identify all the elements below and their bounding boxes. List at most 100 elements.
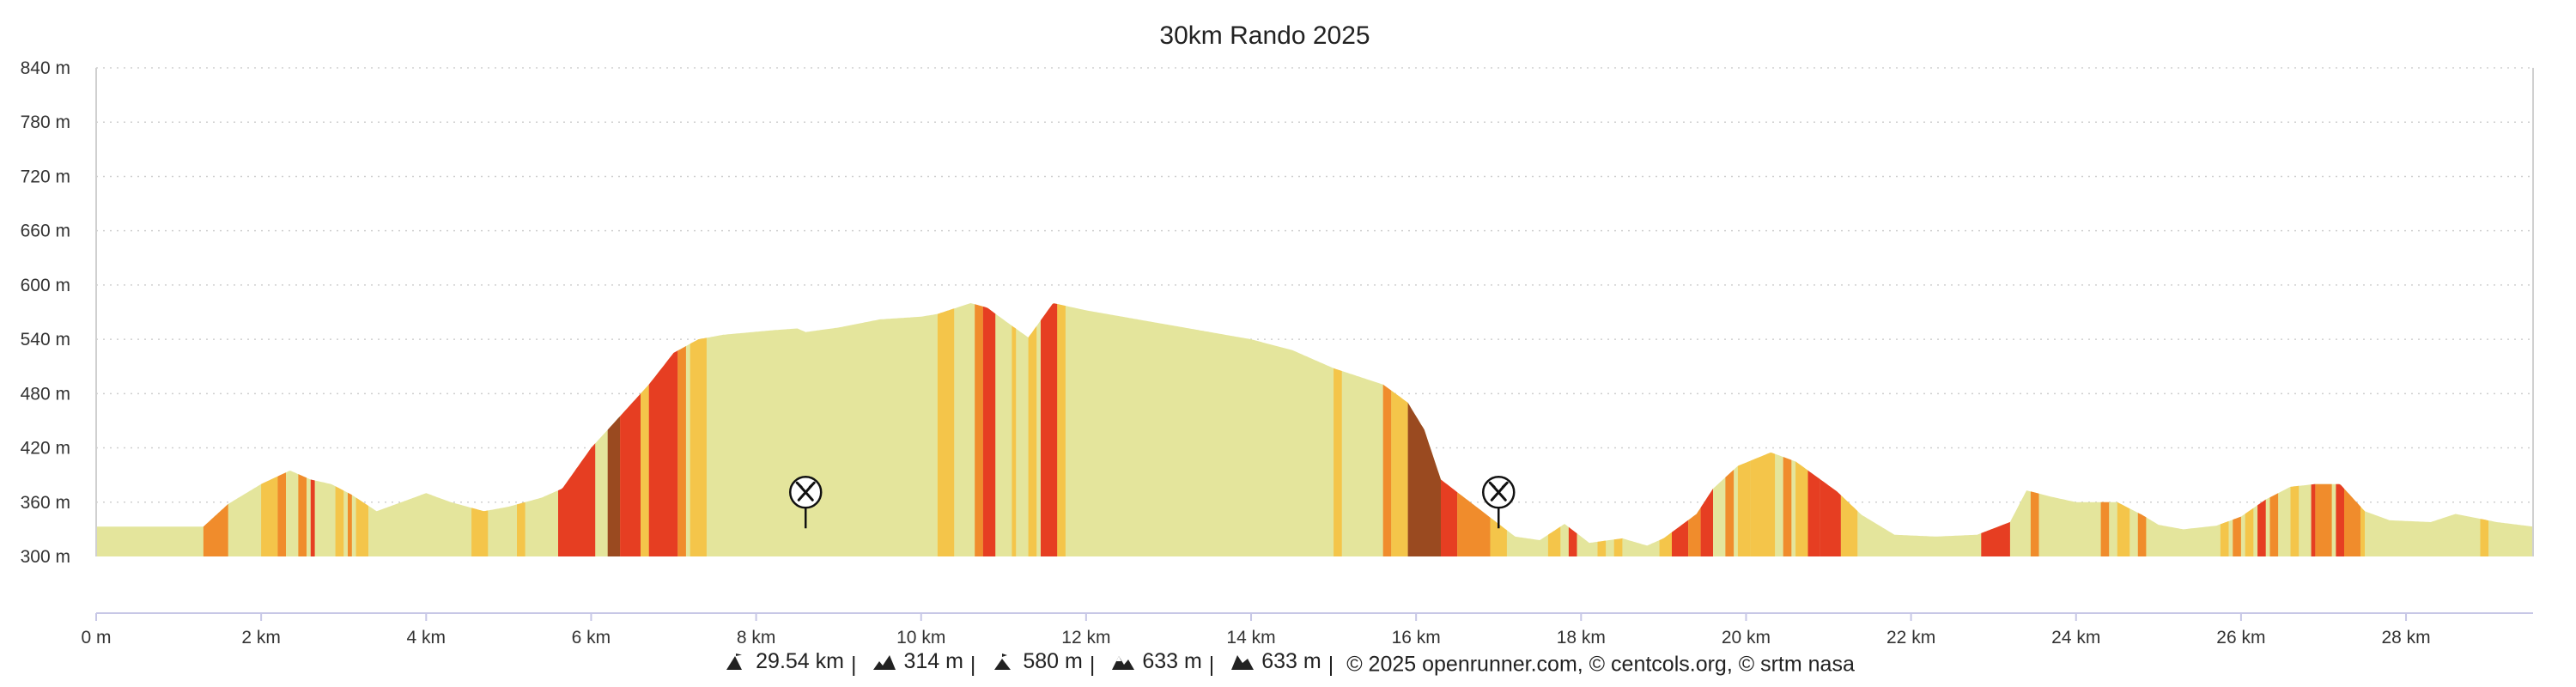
y-tick-label: 420 m xyxy=(21,439,70,459)
slope-segment-steep xyxy=(1441,479,1458,556)
chart-title: 30km Rando 2025 xyxy=(1159,21,1370,50)
slope-segment-moderate xyxy=(1688,508,1701,556)
x-tick-label: 2 km xyxy=(241,628,281,647)
slope-segment-steep xyxy=(648,350,678,556)
separator: | xyxy=(1089,652,1096,677)
y-tick-label: 300 m xyxy=(21,547,70,567)
slope-segment-moderate xyxy=(1457,492,1491,556)
slope-segment-steep xyxy=(2336,483,2344,556)
slope-segment-steep xyxy=(1820,479,1841,556)
y-tick-label: 540 m xyxy=(21,330,70,350)
y-tick-label: 600 m xyxy=(21,276,70,295)
slope-segment-moderate xyxy=(2137,513,2147,556)
distance-stat: 29.54 km xyxy=(721,649,844,674)
slope-segment-gentle xyxy=(1597,540,1607,556)
slope-segment-steep xyxy=(1041,303,1058,556)
separator: | xyxy=(969,652,976,677)
slope-segment-gentle xyxy=(2290,485,2300,556)
max-altitude-stat: 633 m xyxy=(1108,649,1202,674)
slope-segment-gentle xyxy=(2245,508,2254,556)
slope-segment-gentle xyxy=(335,486,344,556)
min-altitude-stat: 580 m xyxy=(988,649,1083,674)
descent-value: 633 m xyxy=(1261,649,1321,673)
y-tick-label: 480 m xyxy=(21,384,70,404)
slope-segment-moderate xyxy=(2344,489,2361,556)
y-tick-label: 840 m xyxy=(21,58,70,78)
slope-segment-steep xyxy=(982,306,996,556)
slope-segment-moderate xyxy=(2233,516,2241,556)
distance-icon xyxy=(726,653,743,670)
slope-segment-gentle xyxy=(1795,461,1808,556)
x-tick-label: 28 km xyxy=(2381,628,2430,647)
x-tick-label: 14 km xyxy=(1226,628,1275,647)
slope-segment-gentle xyxy=(1334,368,1342,556)
y-tick-label: 360 m xyxy=(21,493,70,513)
distance-value: 29.54 km xyxy=(756,649,844,673)
slope-segment-steep xyxy=(558,443,596,556)
cutlery-icon xyxy=(1488,481,1509,502)
slope-segments xyxy=(96,303,2533,556)
elevation-area xyxy=(96,303,2533,556)
marker-cutlery xyxy=(1481,475,1516,529)
slope-segment-gentle xyxy=(1547,526,1561,556)
min-altitude-icon xyxy=(994,653,1012,670)
slope-segment-moderate xyxy=(1382,384,1392,556)
x-tick-label: 24 km xyxy=(2051,628,2100,647)
x-tick-label: 4 km xyxy=(407,628,447,647)
x-tick-label: 26 km xyxy=(2216,628,2265,647)
separator: | xyxy=(1208,652,1215,677)
x-tick-label: 16 km xyxy=(1392,628,1441,647)
slope-segment-moderate xyxy=(2100,502,2110,556)
slope-segment-gentle xyxy=(355,497,368,556)
slope-segment-moderate xyxy=(975,304,983,556)
elevation-gain-icon xyxy=(873,654,896,670)
slope-segment-moderate xyxy=(2030,491,2039,556)
x-tick-label: 20 km xyxy=(1722,628,1771,647)
slope-segment-gentle xyxy=(2220,520,2229,556)
slope-segment-steep xyxy=(2257,499,2266,556)
cutlery-icon xyxy=(795,481,816,502)
separator: | xyxy=(1327,652,1334,677)
slope-segment-gentle xyxy=(1012,325,1017,556)
slope-segment-moderate xyxy=(298,474,307,556)
x-tick-label: 22 km xyxy=(1886,628,1935,647)
slope-segment-gentle xyxy=(1840,495,1858,556)
slope-segment-steep xyxy=(310,479,315,556)
y-tick-label: 780 m xyxy=(21,112,70,132)
separator: | xyxy=(850,652,857,677)
slope-segment-moderate xyxy=(203,503,228,556)
slope-segment-steep xyxy=(2311,483,2316,556)
slope-segment-steep xyxy=(1981,522,2010,556)
slope-segment-moderate xyxy=(348,492,352,556)
y-tick-label: 660 m xyxy=(21,222,70,241)
grid-lines xyxy=(96,67,2533,503)
slope-segment-gentle xyxy=(517,502,526,556)
x-tick-label: 8 km xyxy=(737,628,776,647)
slope-segment-moderate xyxy=(2269,493,2279,556)
max-altitude-icon xyxy=(1112,655,1135,670)
x-tick-label: 10 km xyxy=(896,628,945,647)
slope-segment-gentle xyxy=(1750,453,1776,556)
min-altitude-value: 580 m xyxy=(1023,649,1083,673)
elevation-gain-stat: 314 m xyxy=(869,649,963,674)
credits-text: © 2025 openrunner.com, © centcols.org, ©… xyxy=(1346,652,1855,677)
slope-segment-gentle xyxy=(690,337,707,556)
slope-segment-gentle xyxy=(2480,519,2489,556)
x-tick-label: 18 km xyxy=(1557,628,1606,647)
marker-cutlery xyxy=(788,475,823,529)
slope-segment-steep xyxy=(1807,470,1820,556)
slope-segment-moderate xyxy=(2315,483,2332,556)
slope-segment-gentle xyxy=(1057,304,1066,556)
axes: 300 m 360 m 420 m 480 m 540 m 600 m 660 m 720 m… xyxy=(21,58,2534,647)
x-tick-label: 6 km xyxy=(572,628,611,647)
slope-segment-gentle xyxy=(1659,532,1672,556)
max-altitude-value: 633 m xyxy=(1142,649,1202,673)
descent-icon xyxy=(1231,654,1255,670)
slope-segment-gentle xyxy=(937,308,955,556)
markers xyxy=(788,475,1516,529)
descent-stat: 633 m xyxy=(1227,649,1321,674)
slope-segment-moderate xyxy=(677,346,686,556)
slope-segment-very_steep xyxy=(1407,402,1441,556)
slope-segment-steep xyxy=(1700,489,1713,556)
